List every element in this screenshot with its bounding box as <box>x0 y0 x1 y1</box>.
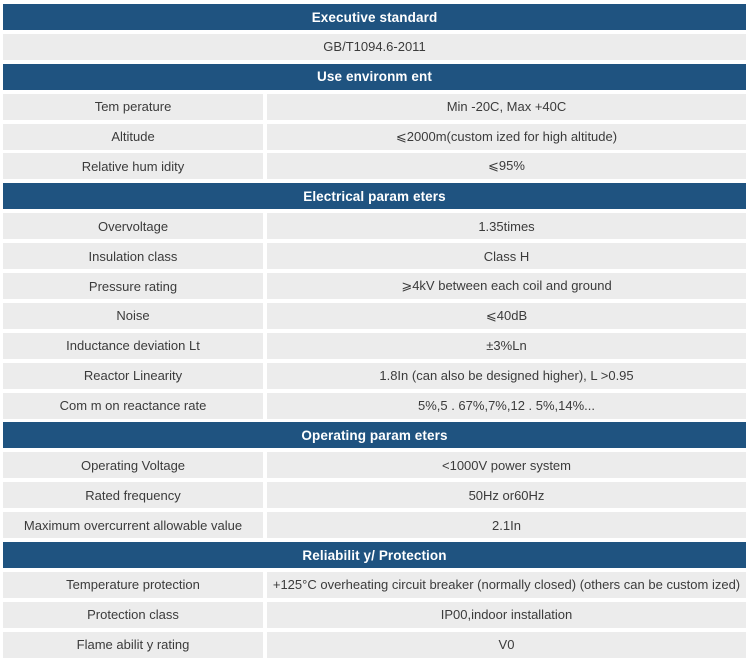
section-header-title: Operating param eters <box>3 422 746 449</box>
spec-value-cell: 2.1In <box>267 512 746 539</box>
spec-label-cell: Maximum overcurrent allowable value <box>3 512 263 539</box>
spec-label-cell: Overvoltage <box>3 213 263 240</box>
table-row: Relative hum idity ⩽95% <box>3 153 746 180</box>
table-row: Protection class IP00,indoor installatio… <box>3 601 746 628</box>
spec-label-cell: Reactor Linearity <box>3 362 263 389</box>
spec-value-cell: Min -20C, Max +40C <box>267 93 746 120</box>
table-row: Temperature protection +125°C overheatin… <box>3 571 746 598</box>
table-row: Pressure rating ⩾4kV between each coil a… <box>3 273 746 300</box>
section-header-row: Electrical param eters <box>3 183 746 210</box>
table-row-fullwidth: GB/T1094.6-2011 <box>3 33 746 60</box>
section-header-row: Reliabilit y/ Protection <box>3 542 746 569</box>
spec-value-cell: ⩽2000m(custom ized for high altitude) <box>267 123 746 150</box>
spec-value-cell: 1.35times <box>267 213 746 240</box>
spec-label-cell: Temperature protection <box>3 571 263 598</box>
spec-table: Executive standard GB/T1094.6-2011 Use e… <box>3 4 746 658</box>
section-header-title: Use environm ent <box>3 63 746 90</box>
spec-value-cell: 50Hz or60Hz <box>267 482 746 509</box>
spec-value-cell: +125°C overheating circuit breaker (norm… <box>267 571 746 598</box>
spec-value-cell: 5%,5 . 67%,7%,12 . 5%,14%... <box>267 392 746 419</box>
spec-value-cell: ⩾4kV between each coil and ground <box>267 273 746 300</box>
spec-label-cell: Pressure rating <box>3 273 263 300</box>
table-row: Inductance deviation Lt ±3%Ln <box>3 332 746 359</box>
spec-label-cell: Inductance deviation Lt <box>3 332 263 359</box>
section-header-title: Reliabilit y/ Protection <box>3 542 746 569</box>
table-row: Insulation class Class H <box>3 243 746 270</box>
spec-label-cell: Tem perature <box>3 93 263 120</box>
spec-span-cell: GB/T1094.6-2011 <box>3 33 746 60</box>
spec-value-cell: <1000V power system <box>267 452 746 479</box>
table-row: Altitude ⩽2000m(custom ized for high alt… <box>3 123 746 150</box>
spec-label-cell: Noise <box>3 302 263 329</box>
spec-label-cell: Flame abilit y rating <box>3 631 263 658</box>
spec-value-cell: V0 <box>267 631 746 658</box>
section-header-row: Use environm ent <box>3 63 746 90</box>
table-row: Rated frequency 50Hz or60Hz <box>3 482 746 509</box>
spec-value-cell: 1.8In (can also be designed higher), L >… <box>267 362 746 389</box>
table-row: Flame abilit y rating V0 <box>3 631 746 658</box>
spec-label-cell: Relative hum idity <box>3 153 263 180</box>
section-header-title: Electrical param eters <box>3 183 746 210</box>
table-row: Com m on reactance rate 5%,5 . 67%,7%,12… <box>3 392 746 419</box>
spec-value-cell: ⩽40dB <box>267 302 746 329</box>
spec-label-cell: Rated frequency <box>3 482 263 509</box>
spec-label-cell: Protection class <box>3 601 263 628</box>
spec-label-cell: Altitude <box>3 123 263 150</box>
spec-label-cell: Insulation class <box>3 243 263 270</box>
table-row: Operating Voltage <1000V power system <box>3 452 746 479</box>
section-header-row: Operating param eters <box>3 422 746 449</box>
section-header-row: Executive standard <box>3 4 746 30</box>
table-row: Maximum overcurrent allowable value 2.1I… <box>3 512 746 539</box>
spec-label-cell: Operating Voltage <box>3 452 263 479</box>
spec-value-cell: IP00,indoor installation <box>267 601 746 628</box>
table-row: Noise ⩽40dB <box>3 302 746 329</box>
section-header-title: Executive standard <box>3 4 746 30</box>
table-row: Overvoltage 1.35times <box>3 213 746 240</box>
spec-value-cell: Class H <box>267 243 746 270</box>
spec-value-cell: ⩽95% <box>267 153 746 180</box>
table-row: Tem perature Min -20C, Max +40C <box>3 93 746 120</box>
spec-value-cell: ±3%Ln <box>267 332 746 359</box>
spec-label-cell: Com m on reactance rate <box>3 392 263 419</box>
table-row: Reactor Linearity 1.8In (can also be des… <box>3 362 746 389</box>
